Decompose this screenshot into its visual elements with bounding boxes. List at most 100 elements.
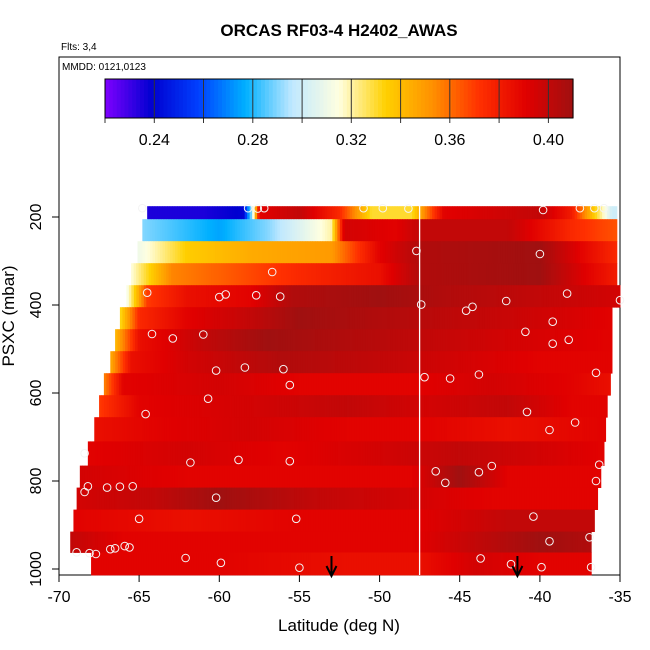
sample-point <box>416 300 426 309</box>
heatmap-cell <box>275 241 279 264</box>
heatmap-cell <box>572 206 576 220</box>
heatmap-cell <box>611 285 615 308</box>
heatmap-cell <box>209 206 213 220</box>
heatmap-cell <box>450 509 454 532</box>
heatmap-cell <box>277 441 281 466</box>
heatmap-cell <box>214 307 218 330</box>
heatmap-cell <box>377 329 381 352</box>
heatmap-cell <box>326 395 330 418</box>
heatmap-cell <box>559 465 563 488</box>
heatmap-cell <box>92 465 96 488</box>
heatmap-cell <box>239 487 243 510</box>
heatmap-cell <box>359 219 363 242</box>
heatmap-cell <box>348 373 352 396</box>
heatmap-cell <box>113 552 117 576</box>
heatmap-cell <box>457 441 461 466</box>
heatmap-cell <box>246 552 250 576</box>
heatmap-cell <box>508 509 512 532</box>
heatmap-cell <box>123 552 127 576</box>
heatmap-cell <box>349 417 353 442</box>
heatmap-cell <box>494 465 498 488</box>
heatmap-cell <box>210 241 214 264</box>
heatmap-cell <box>591 417 595 442</box>
x-tick-label: -40 <box>528 589 551 606</box>
date-annotation: MMDD: 0121,0123 <box>62 62 146 73</box>
heatmap-cell <box>211 487 215 510</box>
heatmap-cell <box>496 487 500 510</box>
heatmap-cell <box>502 206 506 220</box>
heatmap-cell <box>294 219 298 242</box>
heatmap-cell <box>258 509 262 532</box>
heatmap-cell <box>554 307 558 330</box>
heatmap-cell <box>238 263 242 286</box>
heatmap-cell <box>114 465 118 488</box>
heatmap-cell <box>254 395 258 418</box>
heatmap-cell <box>584 465 588 488</box>
heatmap-cell <box>534 395 538 418</box>
heatmap-cell <box>455 329 459 352</box>
heatmap-cell <box>236 263 240 286</box>
heatmap-cell <box>315 441 319 466</box>
heatmap-cell <box>471 487 475 510</box>
heatmap-cell <box>358 285 362 308</box>
heatmap-cell <box>437 241 441 264</box>
heatmap-cell <box>494 487 498 510</box>
heatmap-cell <box>421 285 425 308</box>
heatmap-cell <box>193 509 197 532</box>
heatmap-cell <box>358 552 362 576</box>
heatmap-cell <box>538 263 542 286</box>
heatmap-cell <box>413 552 417 576</box>
heatmap-cell <box>459 465 463 488</box>
heatmap-cell <box>440 241 444 264</box>
heatmap-cell <box>344 417 348 442</box>
heatmap-cell <box>246 395 250 418</box>
heatmap-cell <box>222 219 226 242</box>
heatmap-cell <box>497 206 501 220</box>
arrow-head <box>511 565 524 579</box>
heatmap-cell <box>108 509 112 532</box>
heatmap-cell <box>447 307 451 330</box>
heatmap-cell <box>303 263 307 286</box>
heatmap-cell <box>436 487 440 510</box>
heatmap-cell <box>128 285 132 308</box>
heatmap-cell <box>439 206 443 220</box>
heatmap-cell <box>267 329 271 352</box>
heatmap-cell <box>162 465 166 488</box>
heatmap-cell <box>553 552 557 576</box>
heatmap-cell <box>612 219 616 242</box>
heatmap-cell <box>257 441 261 466</box>
heatmap-cell <box>271 395 275 418</box>
colorbar-swatch <box>491 79 496 118</box>
heatmap-cell <box>373 509 377 532</box>
heatmap-cell <box>589 487 593 510</box>
heatmap-cell <box>379 219 383 242</box>
heatmap-cell <box>464 307 468 330</box>
heatmap-cell <box>189 307 193 330</box>
heatmap-cell <box>459 219 463 242</box>
heatmap-cell <box>362 241 366 264</box>
heatmap-cell <box>469 487 473 510</box>
heatmap-cell <box>152 329 156 352</box>
heatmap-cell <box>205 509 209 532</box>
heatmap-cell <box>342 307 346 330</box>
heatmap-cell <box>495 329 499 352</box>
heatmap-cell <box>261 417 265 442</box>
heatmap-cell <box>512 329 516 352</box>
heatmap-cell <box>569 219 573 242</box>
heatmap-cell <box>484 219 488 242</box>
heatmap-cell <box>513 263 517 286</box>
heatmap-cell <box>409 465 413 488</box>
heatmap-cell <box>160 241 164 264</box>
heatmap-cell <box>262 206 266 220</box>
heatmap-cell <box>546 417 550 442</box>
heatmap-cell <box>334 487 338 510</box>
heatmap-cell <box>401 552 405 576</box>
heatmap-cell <box>511 552 515 576</box>
heatmap-cell <box>120 509 124 532</box>
heatmap-cell <box>595 241 599 264</box>
heatmap-cell <box>99 395 103 418</box>
heatmap-cell <box>209 417 213 442</box>
heatmap-cell <box>319 206 323 220</box>
heatmap-cell <box>402 351 406 374</box>
